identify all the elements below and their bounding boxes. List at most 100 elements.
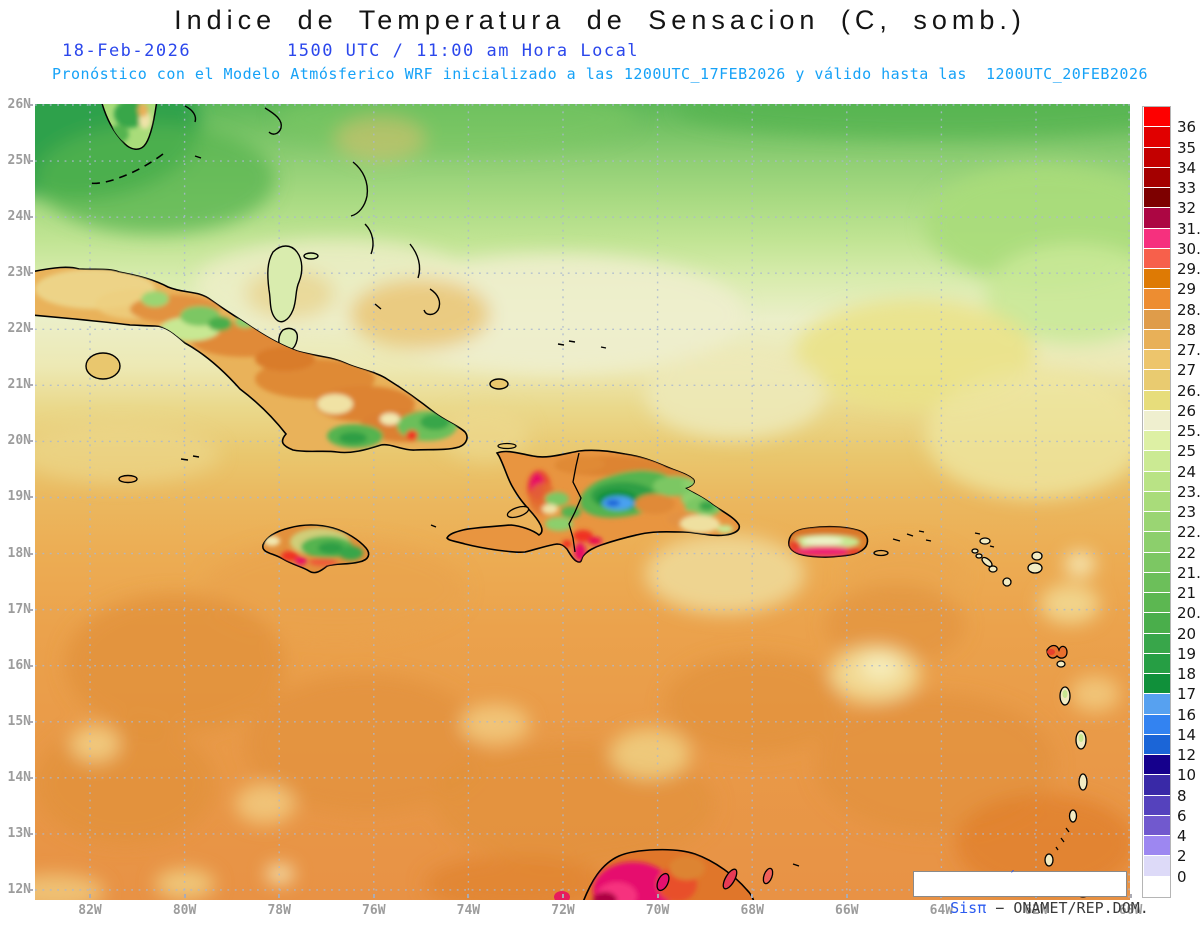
cuba xyxy=(35,266,468,484)
colorbar-cell-33 xyxy=(1144,775,1170,795)
colorbar-label-21: 21 xyxy=(1177,584,1197,603)
colorbar-label-28.5: 28.5 xyxy=(1177,300,1200,319)
hispaniola xyxy=(446,442,741,563)
colorbar-cell-13 xyxy=(1144,370,1170,390)
colorbar-label-8: 8 xyxy=(1177,786,1187,805)
lat-label-25N: 25N xyxy=(7,153,31,169)
south-america-coast xyxy=(554,848,800,900)
colorbar-cell-5 xyxy=(1144,208,1170,228)
colorbar-cell-37 xyxy=(1144,856,1170,876)
colorbar-cell-0 xyxy=(1144,107,1170,127)
colorbar-label-26: 26 xyxy=(1177,401,1197,420)
colorbar-label-12: 12 xyxy=(1177,746,1197,765)
colorbar-label-0: 0 xyxy=(1177,867,1187,886)
colorbar-cell-36 xyxy=(1144,836,1170,856)
colorbar-label-29: 29 xyxy=(1177,280,1197,299)
lat-label-19N: 19N xyxy=(7,489,31,505)
colorbar-label-17: 17 xyxy=(1177,685,1197,704)
lon-tick-68W xyxy=(751,894,754,898)
puerto-rico xyxy=(788,525,932,558)
colorbar-label-33: 33 xyxy=(1177,179,1197,198)
virgin-islands xyxy=(873,530,932,557)
colorbar-cell-38 xyxy=(1144,876,1170,896)
colorbar-label-14: 14 xyxy=(1177,725,1197,744)
colorbar-label-22: 22 xyxy=(1177,543,1197,562)
colorbar-cell-34 xyxy=(1144,795,1170,815)
navassa-island xyxy=(430,524,437,528)
colorbar-cell-25 xyxy=(1144,613,1170,633)
lat-label-17N: 17N xyxy=(7,601,31,617)
colorbar-cell-35 xyxy=(1144,815,1170,836)
colorbar-label-24: 24 xyxy=(1177,462,1197,481)
lon-label-78W: 78W xyxy=(267,903,291,918)
st-vincent xyxy=(1068,809,1078,823)
lat-tick-15N xyxy=(29,720,33,723)
lat-tick-17N xyxy=(29,608,33,611)
lon-label-74W: 74W xyxy=(456,903,481,918)
colorbar-label-21.5: 21.5 xyxy=(1177,563,1200,582)
colorbar-label-18: 18 xyxy=(1177,665,1197,684)
colorbar-label-4: 4 xyxy=(1177,827,1187,846)
lat-tick-12N xyxy=(29,888,33,891)
colorbar-label-28: 28 xyxy=(1177,320,1197,339)
lat-tick-24N xyxy=(29,216,33,219)
colorbar-cell-1 xyxy=(1144,127,1170,147)
colorbar-cell-4 xyxy=(1144,188,1170,208)
colorbar-cell-30 xyxy=(1144,714,1170,734)
colorbar-label-36: 36 xyxy=(1177,118,1197,137)
colorbar-label-31.5: 31.5 xyxy=(1177,219,1200,238)
st-lucia xyxy=(1078,773,1088,791)
watermark-separator: − xyxy=(986,899,1014,917)
colorbar-label-16: 16 xyxy=(1177,705,1197,724)
watermark-org: ONAMET/REP.DOM. xyxy=(1013,899,1149,917)
lon-tick-60W xyxy=(1129,894,1132,898)
colorbar-cell-7 xyxy=(1144,248,1170,269)
colorbar-label-26.5: 26.5 xyxy=(1177,381,1200,400)
lon-label-66W: 66W xyxy=(835,903,859,918)
bonaire xyxy=(762,867,774,885)
lon-label-64W: 64W xyxy=(919,903,963,918)
lon-tick-82W xyxy=(89,894,91,898)
lat-tick-19N xyxy=(29,496,33,499)
colorbar-cell-24 xyxy=(1144,593,1170,613)
lat-label-15N: 15N xyxy=(7,713,31,729)
lat-label-24N: 24N xyxy=(7,209,31,225)
lat-label-20N: 20N xyxy=(7,433,31,449)
colorbar-cell-29 xyxy=(1144,694,1170,714)
colorbar-cell-32 xyxy=(1144,755,1170,775)
lon-tick-66W xyxy=(845,894,848,898)
lat-tick-23N xyxy=(29,272,33,275)
colorbar-label-23.5: 23.5 xyxy=(1177,482,1200,501)
lat-label-12N: 12N xyxy=(7,881,31,897)
colorbar-label-34: 34 xyxy=(1177,158,1197,177)
lon-tick-76W xyxy=(372,894,375,898)
colorbar-label-25: 25 xyxy=(1177,442,1197,461)
colorbar-cell-16 xyxy=(1144,431,1170,451)
colorbar-cell-31 xyxy=(1144,734,1170,755)
colorbar-cell-26 xyxy=(1144,633,1170,653)
colorbar-cell-20 xyxy=(1144,512,1170,532)
colorbar-label-32: 32 xyxy=(1177,199,1197,218)
lat-tick-26N xyxy=(29,104,33,106)
aruba xyxy=(656,872,670,892)
lat-tick-20N xyxy=(29,440,33,443)
colorbar-cell-22 xyxy=(1144,552,1170,572)
isla-de-la-juventud xyxy=(85,352,121,380)
colorbar-label-20.5: 20.5 xyxy=(1177,604,1200,623)
lat-label-26N: 26N xyxy=(7,97,31,112)
lat-label-16N: 16N xyxy=(7,657,31,673)
lon-label-70W: 70W xyxy=(645,903,670,918)
map-canvas xyxy=(35,104,1130,900)
lat-tick-22N xyxy=(29,328,33,331)
jamaica xyxy=(261,524,437,574)
colorbar-cell-28 xyxy=(1144,674,1170,694)
tortuga-island xyxy=(497,442,517,450)
lon-label-80W: 80W xyxy=(172,903,197,918)
lat-tick-13N xyxy=(29,832,33,835)
haiti-dr-border xyxy=(568,452,582,553)
lat-tick-25N xyxy=(29,160,33,163)
lon-label-62W: 62W xyxy=(1014,903,1058,918)
pi-accent: ´ xyxy=(1008,870,1016,885)
lon-tick-72W xyxy=(562,894,564,898)
